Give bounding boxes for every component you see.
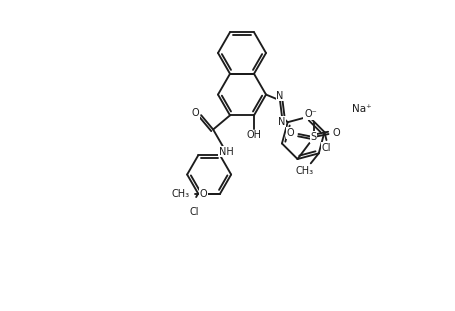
Text: S: S <box>310 132 317 142</box>
Text: CH₃: CH₃ <box>296 166 314 176</box>
Text: Na⁺: Na⁺ <box>352 104 371 114</box>
Text: O: O <box>191 108 199 118</box>
Text: N: N <box>276 91 283 100</box>
Text: OH: OH <box>247 130 262 140</box>
Text: Cl: Cl <box>322 143 331 153</box>
Text: O: O <box>333 128 340 138</box>
Text: N: N <box>278 117 286 127</box>
Text: CH₃: CH₃ <box>171 188 189 199</box>
Text: NH: NH <box>219 146 233 156</box>
Text: O: O <box>287 128 294 138</box>
Text: O⁻: O⁻ <box>304 109 317 119</box>
Text: O: O <box>199 188 207 199</box>
Text: Cl: Cl <box>190 207 199 217</box>
